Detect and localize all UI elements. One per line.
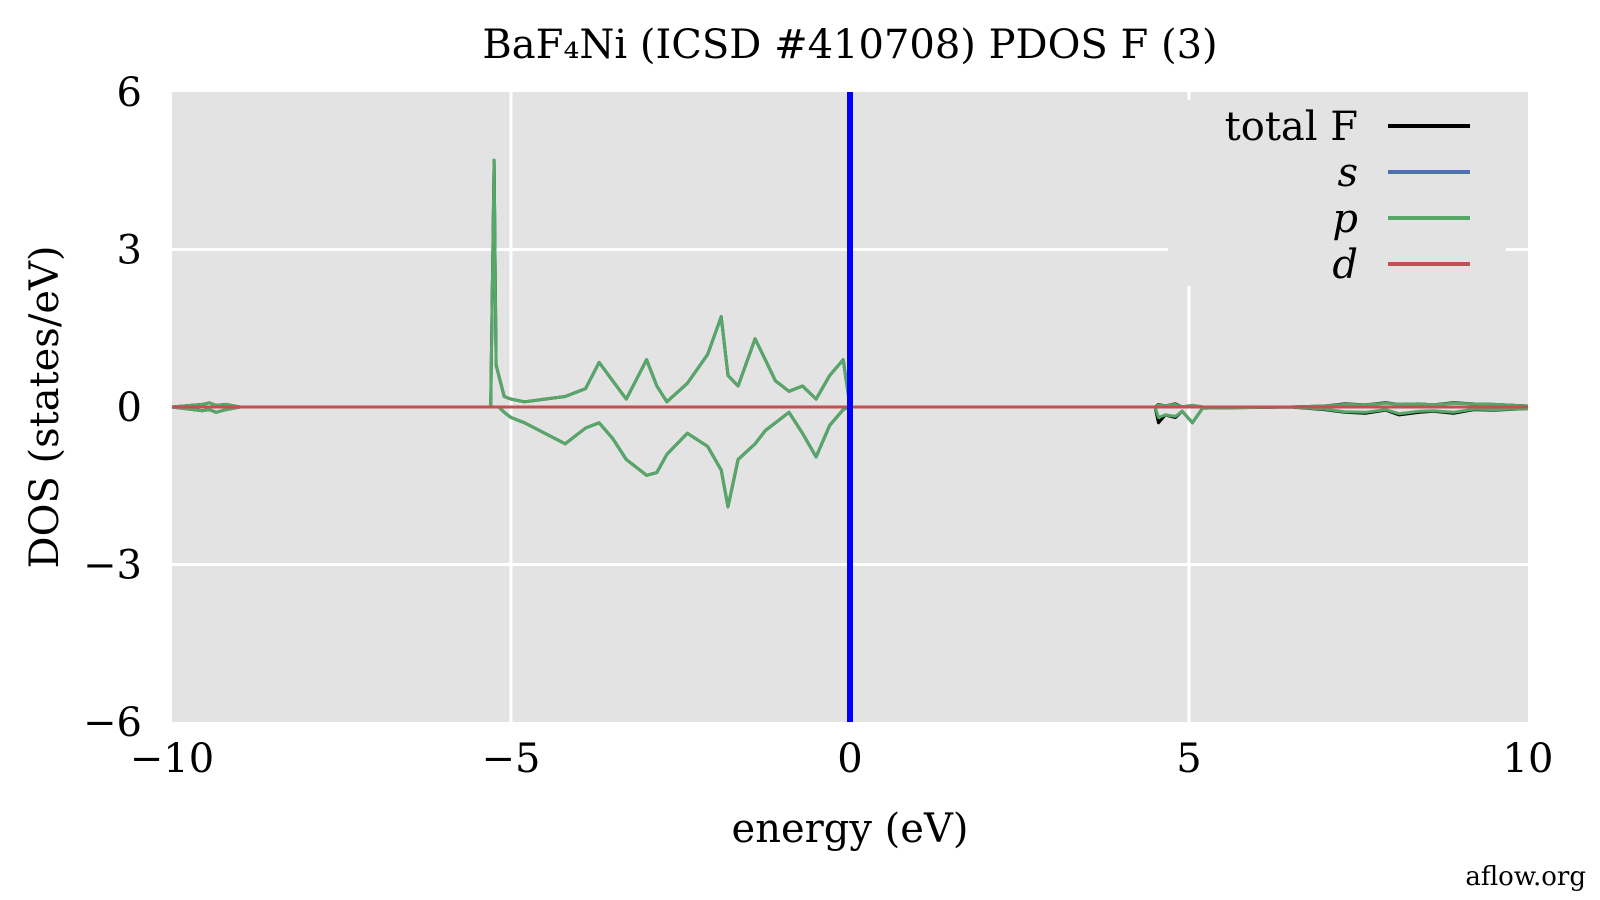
legend-label: s [1337,150,1358,196]
x-tick-label: 10 [1503,736,1554,782]
x-tick-label: −5 [482,736,541,782]
y-axis-label: DOS (states/eV) [22,246,68,569]
legend-label: d [1332,242,1358,288]
chart-title: BaF₄Ni (ICSD #410708) PDOS F (3) [482,22,1217,68]
y-tick-label: 3 [117,228,142,274]
legend-label: total F [1225,104,1358,150]
x-tick-label: 0 [837,736,862,782]
y-tick-label: 6 [117,70,142,116]
x-tick-labels: −10 −5 0 5 10 [130,736,1554,782]
x-tick-label: 5 [1176,736,1201,782]
y-tick-label: −3 [83,543,142,589]
watermark: aflow.org [1465,862,1586,892]
legend-box [1168,100,1506,286]
y-tick-label: −6 [83,700,142,746]
x-axis-label: energy (eV) [732,806,969,852]
x-tick-label: −10 [130,736,214,782]
y-tick-labels: −6 −3 0 3 6 [83,70,142,746]
y-tick-label: 0 [117,385,142,431]
legend-label: p [1332,196,1358,242]
series-p-up [171,158,1529,409]
